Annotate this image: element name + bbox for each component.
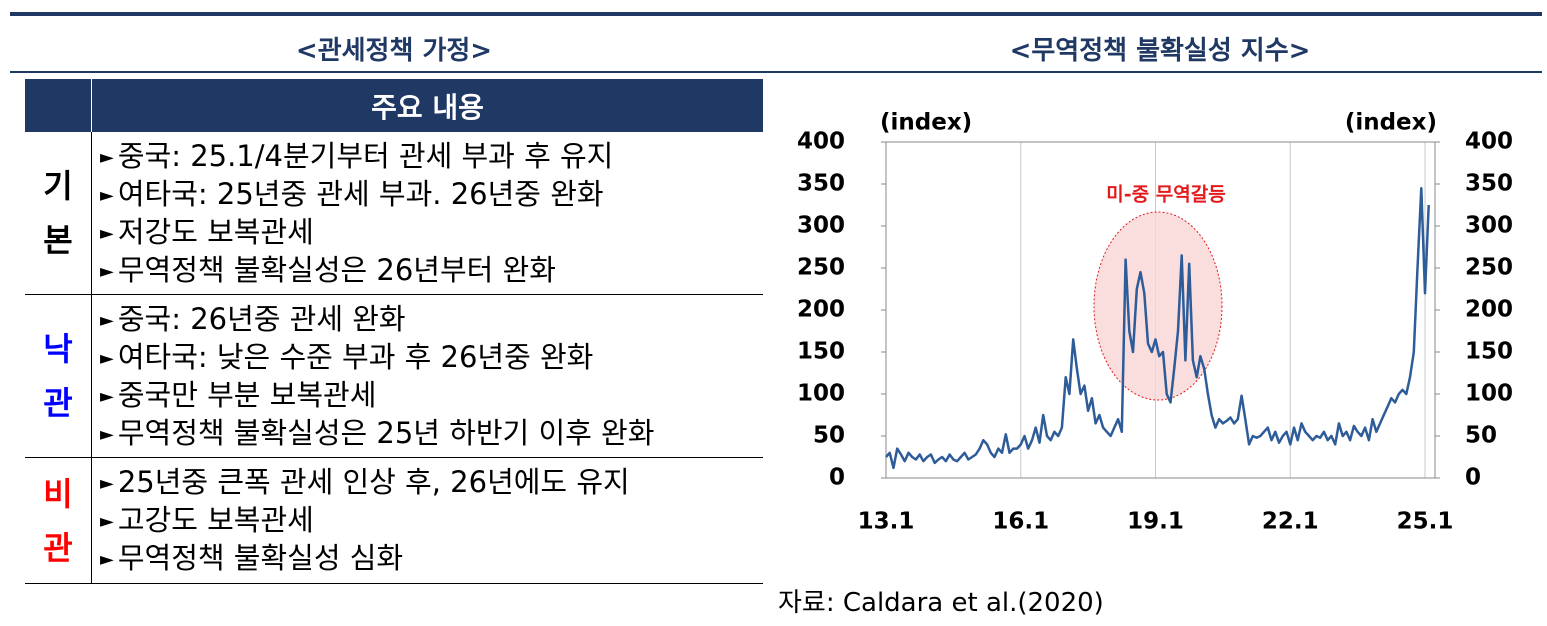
- item: 중국만 부분 보복관세: [100, 377, 763, 415]
- item: 중국: 25.1/4분기부터 관세 부과 후 유지: [100, 138, 763, 176]
- row-label-cell: 기본: [25, 132, 92, 295]
- y-tick-label: 200: [797, 297, 845, 323]
- title-rule: [10, 71, 1542, 73]
- row-label: 기본: [43, 167, 73, 259]
- row-label: 비관: [43, 474, 73, 567]
- item: 무역정책 불확실성은 25년 하반기 이후 완화: [100, 415, 763, 453]
- x-tick-label: 16.1: [992, 509, 1049, 535]
- x-tick-label: 19.1: [1127, 509, 1184, 535]
- y2-axis-label: (index): [1345, 110, 1437, 136]
- assumption-table: 주요 내용 기본중국: 25.1/4분기부터 관세 부과 후 유지여타국: 25…: [25, 79, 763, 584]
- table-row: 낙관중국: 26년중 관세 완화여타국: 낮은 수준 부과 후 26년중 완화중…: [25, 294, 763, 458]
- table-header: 주요 내용: [91, 79, 763, 132]
- y2-tick-label: 400: [1465, 129, 1513, 155]
- y-axis-label: (index): [880, 110, 972, 136]
- row-label: 낙관: [43, 330, 73, 422]
- item: 여타국: 낮은 수준 부과 후 26년중 완화: [100, 339, 763, 377]
- y-tick-label: 100: [797, 381, 845, 407]
- item: 25년중 큰폭 관세 인상 후, 26년에도 유지: [100, 464, 763, 502]
- data-line: [885, 186, 1430, 470]
- table-row: 비관25년중 큰폭 관세 인상 후, 26년에도 유지고강도 보복관세무역정책 …: [25, 457, 763, 584]
- item: 여타국: 25년중 관세 부과. 26년중 완화: [100, 176, 763, 214]
- y-tick-label: 400: [797, 129, 845, 155]
- item: 무역정책 불확실성 심화: [100, 540, 763, 578]
- table-title: <관세정책 가정>: [295, 36, 493, 66]
- row-items: 중국: 25.1/4분기부터 관세 부과 후 유지여타국: 25년중 관세 부과…: [91, 132, 763, 295]
- annotation: 미-중 무역갈등: [1106, 184, 1225, 206]
- table-row: 기본중국: 25.1/4분기부터 관세 부과 후 유지여타국: 25년중 관세 …: [25, 132, 763, 295]
- y-tick-label: 250: [797, 255, 845, 281]
- y2-tick-label: 100: [1465, 381, 1513, 407]
- y2-tick-label: 250: [1465, 255, 1513, 281]
- top-rule: [10, 12, 1542, 16]
- row-label-cell: 낙관: [25, 294, 92, 458]
- y2-tick-label: 200: [1465, 297, 1513, 323]
- y2-tick-label: 0: [1465, 465, 1481, 491]
- y-tick-label: 0: [829, 465, 845, 491]
- x-tick-label: 13.1: [858, 509, 915, 535]
- source: 자료: Caldara et al.(2020): [778, 588, 1104, 618]
- item: 무역정책 불확실성은 26년부터 완화: [100, 252, 763, 290]
- x-tick-label: 22.1: [1262, 509, 1319, 535]
- item: 고강도 보복관세: [100, 502, 763, 540]
- row-items: 중국: 26년중 관세 완화여타국: 낮은 수준 부과 후 26년중 완화중국만…: [91, 294, 763, 458]
- y-tick-label: 350: [797, 171, 845, 197]
- chart-title: <무역정책 불확실성 지수>: [1009, 36, 1311, 66]
- y-tick-label: 300: [797, 213, 845, 239]
- x-tick-label: 25.1: [1397, 509, 1454, 535]
- item: 저강도 보복관세: [100, 214, 763, 252]
- y2-tick-label: 50: [1465, 423, 1497, 449]
- row-label-cell: 비관: [25, 457, 92, 584]
- plot-frame: [885, 141, 1436, 479]
- y2-tick-label: 150: [1465, 339, 1513, 365]
- y-tick-label: 50: [813, 423, 845, 449]
- corner: [25, 79, 92, 132]
- y2-tick-label: 300: [1465, 213, 1513, 239]
- item: 중국: 26년중 관세 완화: [100, 301, 763, 339]
- y-tick-label: 150: [797, 339, 845, 365]
- highlight-ellipse: [1093, 211, 1223, 401]
- y2-tick-label: 350: [1465, 171, 1513, 197]
- row-items: 25년중 큰폭 관세 인상 후, 26년에도 유지고강도 보복관세무역정책 불확…: [91, 457, 763, 584]
